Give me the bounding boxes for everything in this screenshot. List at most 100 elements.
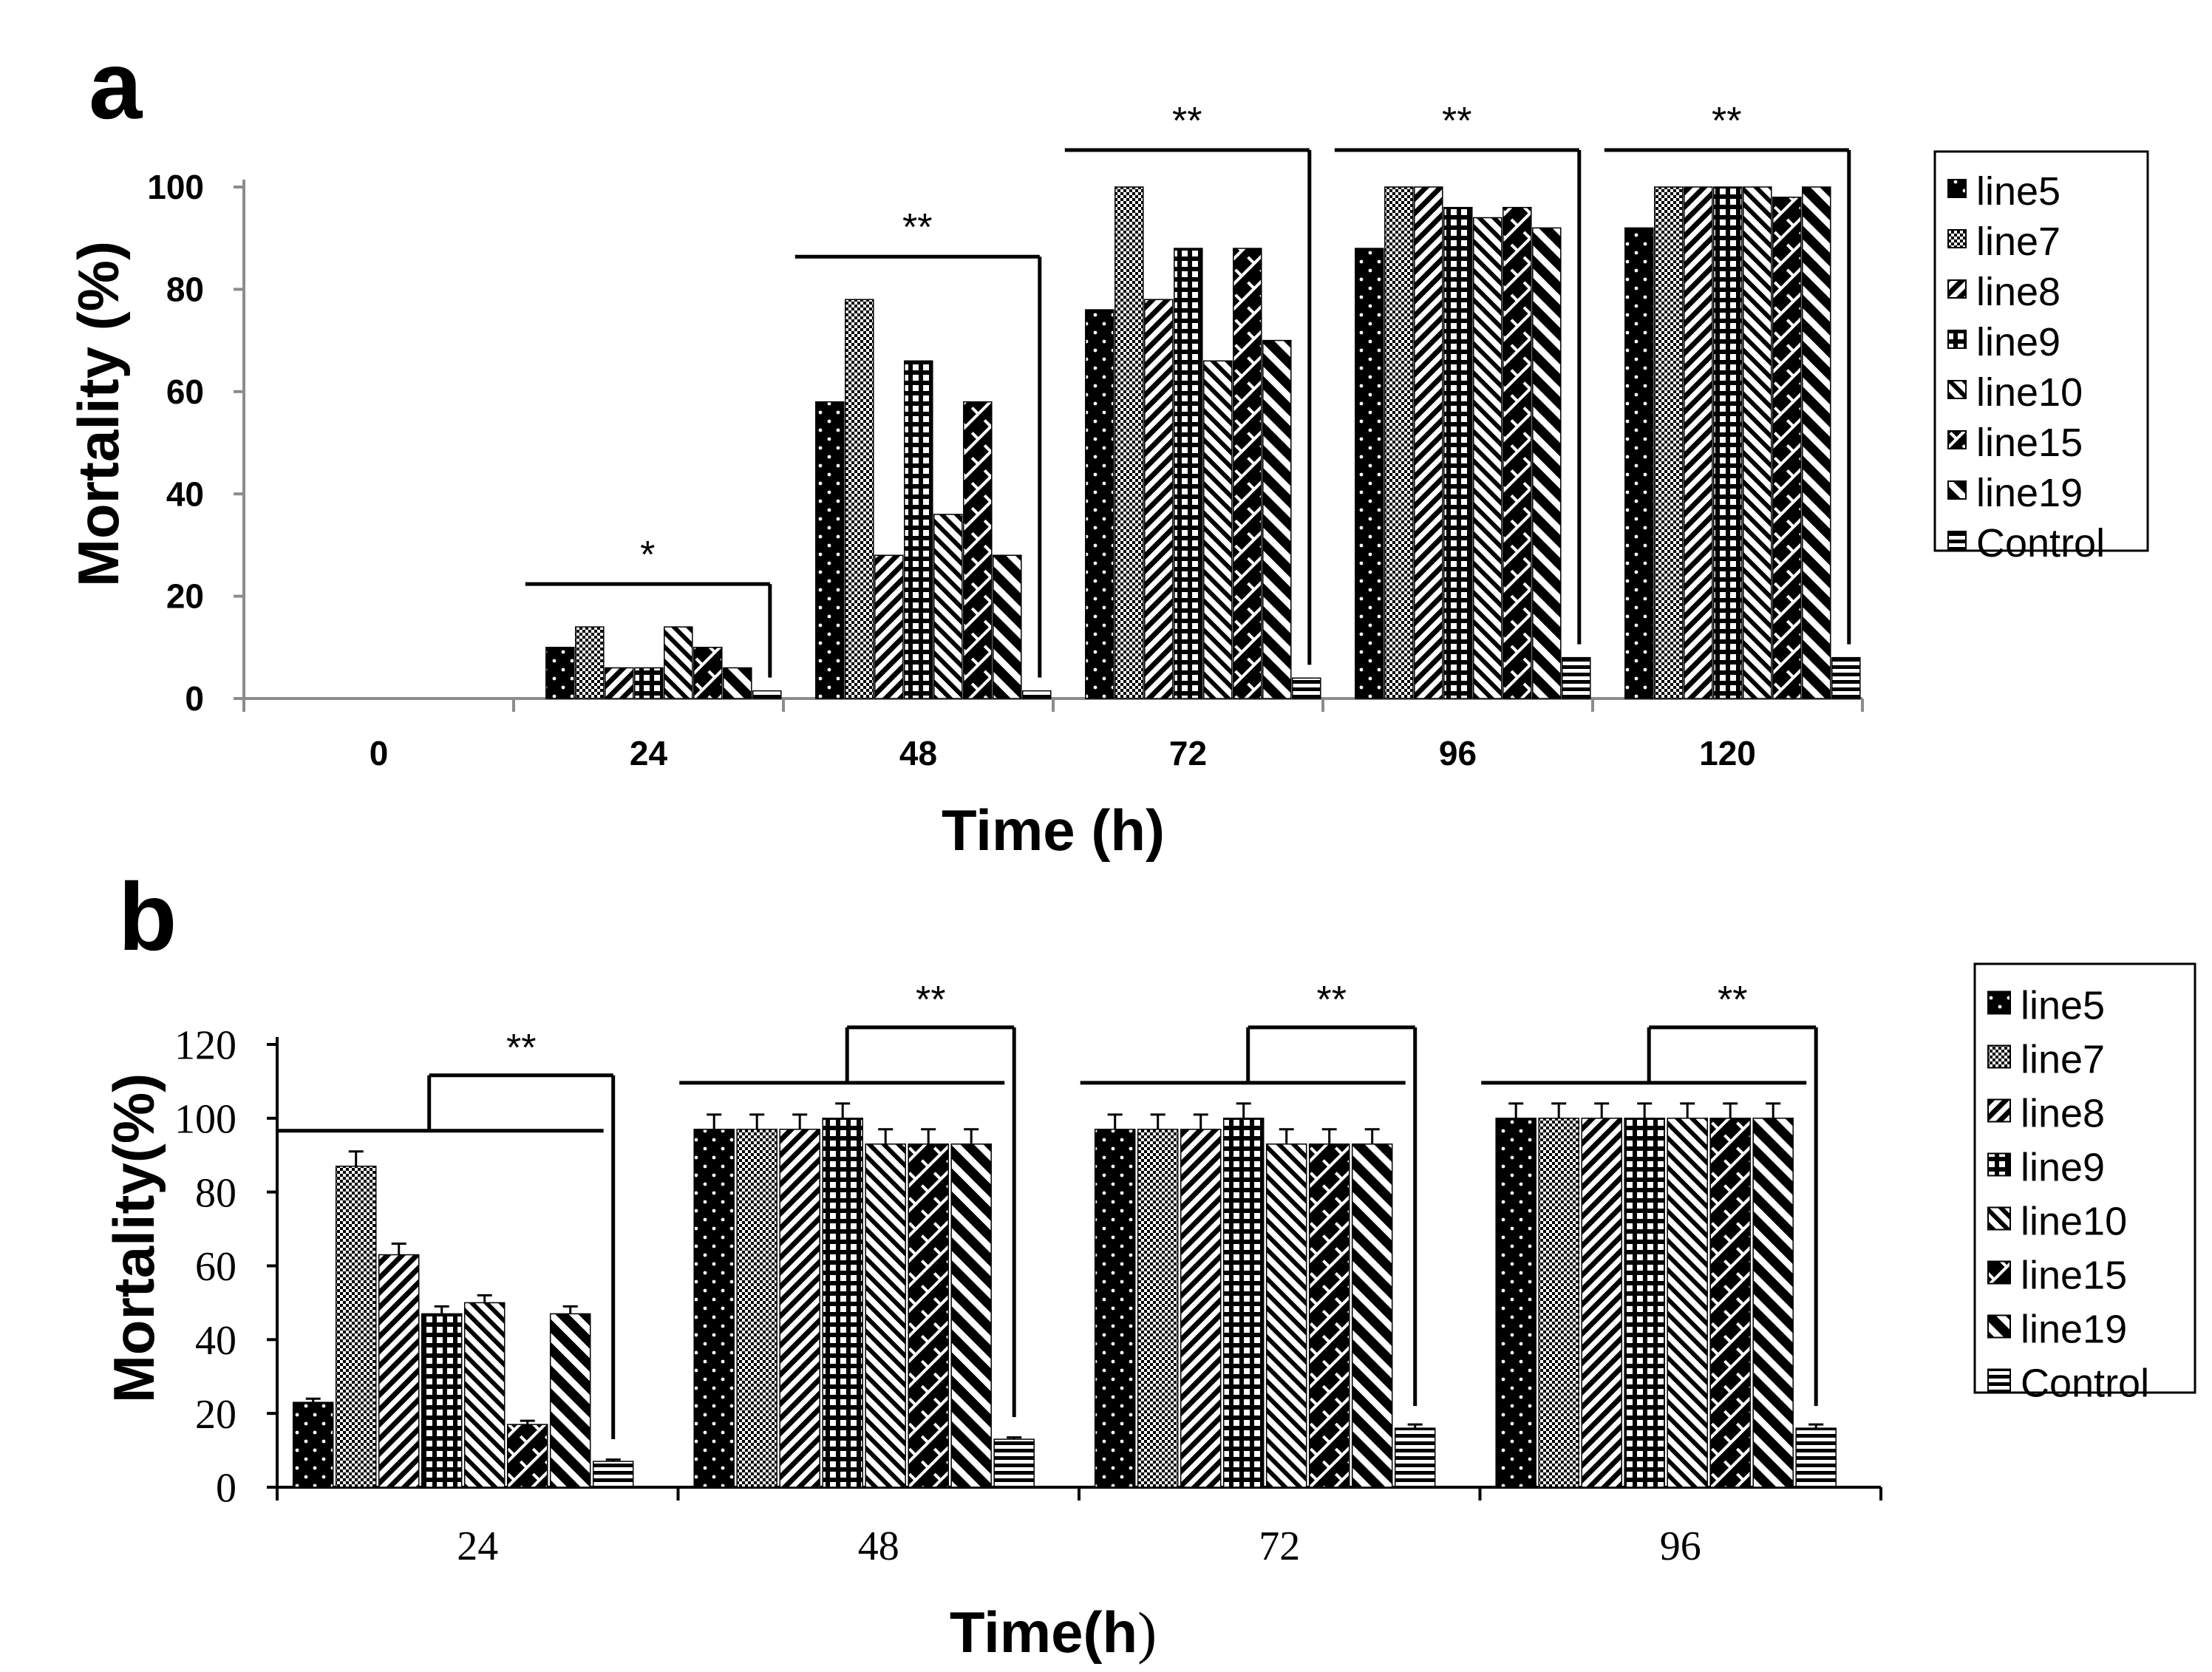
bar-line8-96 — [1581, 1118, 1622, 1488]
significance-marker: ** — [506, 1027, 536, 1070]
significance-marker: ** — [1172, 100, 1202, 143]
bar-line10-96 — [1473, 217, 1503, 699]
bar-line15-96 — [1709, 1118, 1751, 1488]
bar-control-24 — [592, 1461, 634, 1488]
panel-a: a Mortality (%) Time (h) 0 20 40 60 80 100 0 24… — [66, 31, 2149, 863]
bar-line9-96 — [1624, 1118, 1665, 1488]
legend-label-line9: line9 — [2021, 1146, 2105, 1190]
bar-control-96 — [1795, 1427, 1837, 1488]
bar-line19-72 — [1351, 1143, 1393, 1488]
bar-line10-72 — [1203, 360, 1233, 699]
bar-line15-72 — [1233, 248, 1262, 699]
bar-line5-24 — [545, 647, 575, 699]
significance-marker: ** — [902, 206, 932, 249]
significance-marker: ** — [1442, 100, 1471, 143]
legend-swatch-control — [1987, 1368, 2011, 1393]
bar-line5-72 — [1085, 309, 1114, 699]
bar-line10-120 — [1743, 186, 1772, 699]
bar-line9-72 — [1222, 1118, 1265, 1488]
legend-label-control: Control — [1976, 521, 2105, 565]
bar-line19-48 — [993, 554, 1022, 699]
bar-line15-24 — [506, 1424, 548, 1488]
bar-line9-72 — [1174, 248, 1203, 699]
bar-line8-96 — [1414, 186, 1443, 699]
legend-label-line7: line7 — [1976, 220, 2060, 264]
y-tick-label: 40 — [166, 475, 204, 513]
legend-label-line15: line15 — [1976, 421, 2083, 465]
y-tick-label: 60 — [195, 1244, 236, 1290]
legend-swatch-line7 — [1947, 229, 1967, 248]
legend-swatch-line5 — [1987, 990, 2011, 1015]
y-tick-label: 100 — [174, 1096, 236, 1142]
bar-line19-48 — [950, 1143, 992, 1488]
bar-line7-48 — [736, 1129, 777, 1488]
legend-swatch-line8 — [1987, 1098, 2011, 1123]
legend-box — [1933, 150, 2149, 552]
legend-label-control: Control — [2021, 1362, 2149, 1406]
bar-control-48 — [993, 1438, 1035, 1488]
bar-control-120 — [1831, 656, 1861, 699]
legend-label-line15: line15 — [2021, 1254, 2127, 1298]
bar-line19-24 — [723, 667, 752, 699]
legend-swatch-line9 — [1947, 330, 1967, 349]
x-tick-label: 72 — [1259, 1523, 1300, 1569]
bar-line19-96 — [1532, 227, 1562, 699]
bar-line19-120 — [1802, 186, 1831, 699]
x-tick-label: 0 — [370, 734, 389, 772]
panel-b: b Mortality(%) Time(h) 0 20 40 60 80 100 120 24… — [101, 863, 2196, 1665]
legend-label-line19: line19 — [2021, 1308, 2127, 1352]
bar-line10-96 — [1667, 1118, 1708, 1488]
legend-label-line5: line5 — [1976, 169, 2060, 214]
bar-line7-48 — [845, 299, 874, 699]
significance-marker: * — [640, 534, 655, 577]
bar-line7-24 — [575, 626, 605, 699]
bar-line8-72 — [1180, 1129, 1222, 1488]
bar-line9-48 — [822, 1118, 863, 1488]
legend-label-line9: line9 — [1976, 320, 2060, 364]
bar-line15-48 — [963, 401, 993, 699]
x-tick-label: 96 — [1439, 734, 1477, 772]
y-tick-label: 120 — [174, 1023, 236, 1069]
legend-swatch-line8 — [1947, 279, 1967, 299]
y-tick-label: 60 — [166, 373, 204, 411]
significance-marker: ** — [916, 979, 945, 1022]
x-tick-label: 72 — [1169, 734, 1207, 772]
bar-line5-24 — [292, 1401, 334, 1488]
bar-line8-24 — [605, 667, 634, 699]
bar-line8-72 — [1144, 299, 1174, 699]
bar-line7-72 — [1114, 186, 1144, 699]
bar-line8-120 — [1684, 186, 1713, 699]
panel-a-x-axis-title: Time (h) — [942, 798, 1165, 863]
legend-label-line5: line5 — [2021, 984, 2105, 1028]
significance-marker: ** — [1712, 100, 1741, 143]
legend-swatch-line19 — [1987, 1314, 2011, 1339]
bar-control-72 — [1394, 1427, 1436, 1488]
panel-a-y-axis-title: Mortality (%) — [66, 241, 131, 587]
legend-swatch-line5 — [1947, 179, 1967, 198]
y-tick-label: 40 — [195, 1318, 236, 1364]
bar-line8-48 — [874, 554, 904, 699]
bar-control-96 — [1562, 656, 1591, 699]
bar-control-48 — [1022, 690, 1052, 699]
bar-line19-24 — [549, 1313, 591, 1488]
bar-line5-72 — [1094, 1129, 1136, 1488]
bar-control-72 — [1292, 677, 1321, 699]
panel-b-y-axis-title: Mortality(%) — [101, 1073, 166, 1403]
bar-line5-48 — [693, 1129, 735, 1488]
panel-b-x-axis-title-main: Time(h — [950, 1600, 1137, 1665]
bar-line9-24 — [634, 667, 664, 699]
legend-swatch-line19 — [1947, 480, 1967, 500]
legend-label-line10: line10 — [2021, 1200, 2127, 1244]
bar-line8-24 — [378, 1254, 420, 1488]
significance-marker: ** — [1718, 979, 1747, 1022]
legend-swatch-line15 — [1947, 430, 1967, 449]
legend-swatch-line7 — [1987, 1044, 2011, 1069]
bar-line9-96 — [1443, 206, 1473, 699]
legend-label-line8: line8 — [2021, 1092, 2105, 1136]
panel-b-label: b — [118, 863, 177, 971]
bar-line9-24 — [421, 1313, 463, 1488]
x-tick-label: 96 — [1660, 1523, 1701, 1569]
y-tick-label: 20 — [166, 577, 204, 616]
y-tick-label: 20 — [195, 1392, 236, 1438]
